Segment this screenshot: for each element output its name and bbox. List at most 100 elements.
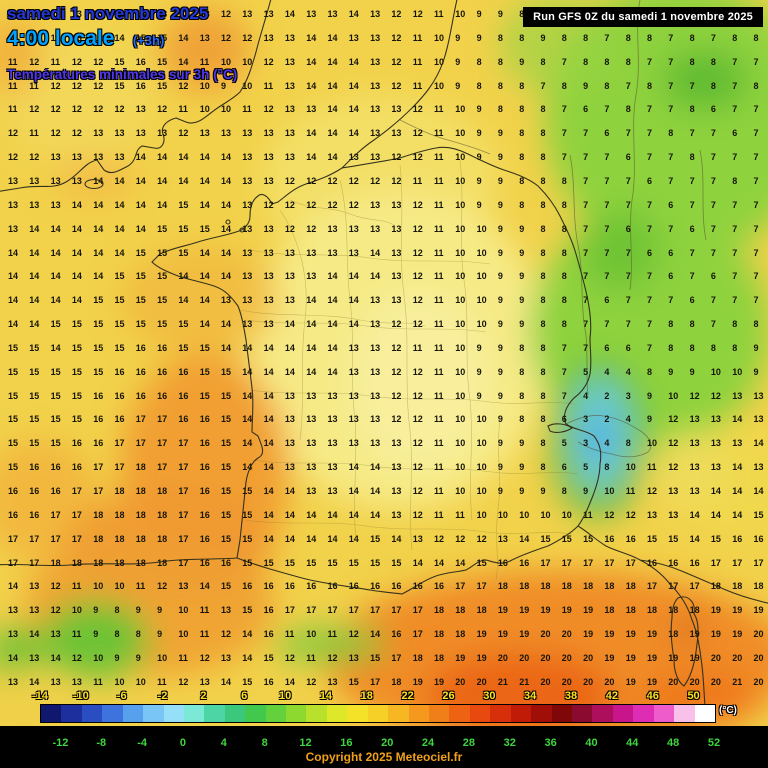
temperature-value: 14 (348, 104, 359, 115)
temperature-value: 8 (561, 175, 567, 186)
temperature-value: 19 (497, 629, 508, 640)
temperature-value: 7 (753, 56, 759, 67)
temperature-value: 14 (306, 152, 317, 163)
temperature-value: 10 (455, 366, 466, 377)
temperature-value: 12 (8, 152, 19, 163)
temperature-value: 10 (455, 104, 466, 115)
temperature-value: 14 (348, 319, 359, 330)
temperature-value: 12 (348, 629, 359, 640)
temperature-value: 14 (8, 652, 19, 663)
temperature-value: 19 (519, 629, 530, 640)
temperature-value: 12 (391, 80, 402, 91)
temperature-value: 10 (114, 581, 125, 592)
temperature-value: 8 (519, 366, 525, 377)
temperature-value: 13 (242, 199, 253, 210)
temperature-value: 13 (221, 295, 232, 306)
france-coastline (151, 0, 602, 595)
temperature-value: 15 (242, 509, 253, 520)
temperature-value: 14 (29, 676, 40, 687)
italy-coastline (577, 525, 768, 717)
temperature-value: 7 (625, 199, 631, 210)
temperature-value: 10 (221, 56, 232, 67)
colorbar-cell (490, 705, 511, 722)
temperature-value: 14 (29, 247, 40, 258)
temperature-value: 14 (263, 462, 274, 473)
temperature-value: 14 (710, 509, 721, 520)
temperature-value: 14 (135, 152, 146, 163)
temperature-value: 12 (71, 80, 82, 91)
temperature-value: 16 (135, 390, 146, 401)
temperature-value: 14 (178, 56, 189, 67)
temperature-value: 10 (455, 223, 466, 234)
temperature-value: 6 (625, 342, 631, 353)
temperature-value: 13 (348, 414, 359, 425)
temperature-value: 12 (71, 652, 82, 663)
temperature-value: 18 (519, 581, 530, 592)
temperature-value: 8 (604, 462, 610, 473)
temperature-value: 13 (284, 414, 295, 425)
temperature-value: 7 (604, 175, 610, 186)
temperature-value: 7 (753, 152, 759, 163)
temperature-value: 8 (519, 342, 525, 353)
temperature-value: 7 (732, 295, 738, 306)
temperature-value: 14 (221, 271, 232, 282)
temperature-value: 11 (455, 509, 465, 520)
colorbar-tick-label: 38 (564, 690, 578, 702)
temperature-value: 8 (519, 80, 525, 91)
temperature-value: 15 (8, 462, 19, 473)
temperature-value: 16 (93, 438, 104, 449)
temperature-value: 9 (519, 319, 525, 330)
temperature-value: 18 (135, 486, 146, 496)
temperature-value: 12 (391, 56, 402, 67)
temperature-value: 20 (455, 676, 466, 687)
temperature-value: 12 (29, 104, 40, 115)
colorbar-cell (367, 705, 389, 722)
temperature-value: 17 (732, 557, 743, 568)
colorbar-tick-label: 10 (278, 690, 292, 702)
temperature-value: 10 (135, 676, 146, 687)
temperature-value: 14 (370, 271, 381, 282)
temperature-value: 12 (412, 199, 423, 210)
temperature-value: 15 (135, 271, 146, 282)
temperature-value: 6 (732, 128, 738, 139)
colorbar-cell (449, 705, 470, 722)
temperature-value: 12 (93, 32, 104, 43)
temperature-value: 14 (8, 271, 19, 282)
temperature-value: 13 (199, 676, 210, 687)
temperature-value: 14 (242, 462, 253, 473)
temperature-value: 12 (412, 247, 423, 258)
temperature-value: 10 (732, 366, 743, 377)
temperature-value: 17 (157, 462, 168, 473)
colorbar-cell (653, 705, 675, 722)
temperature-value: 13 (242, 247, 253, 258)
temperature-value: 14 (29, 271, 40, 282)
temperature-value: 12 (412, 390, 423, 401)
temperature-value: 9 (519, 247, 525, 258)
temperature-value: 19 (476, 629, 487, 640)
temperature-value: 14 (199, 247, 210, 258)
temperature-value: 13 (263, 247, 274, 258)
temperature-value: 16 (348, 581, 359, 592)
temperature-value: 6 (604, 295, 610, 306)
temperature-value: 13 (114, 128, 125, 139)
temperature-value: 16 (71, 438, 82, 449)
temperature-value: 17 (178, 462, 189, 473)
temperature-value: 14 (199, 271, 210, 282)
temperature-value: 11 (199, 56, 210, 67)
temperature-value: 10 (242, 80, 253, 91)
temperature-value: 13 (370, 56, 381, 67)
temperature-value: 9 (497, 486, 503, 496)
temperature-value: 13 (93, 152, 104, 163)
temperature-value: 8 (668, 319, 674, 330)
temperature-value: 15 (135, 295, 146, 306)
temperature-value: 12 (306, 175, 317, 186)
temperature-value: 15 (114, 80, 125, 91)
temperature-value: 13 (50, 9, 61, 19)
temperature-value: 10 (604, 486, 615, 496)
temperature-value: 16 (50, 462, 61, 473)
colorbar-cell (306, 705, 327, 722)
temperature-value: 11 (412, 80, 423, 91)
colorbar-cell (326, 705, 348, 722)
temperature-value: 18 (114, 509, 125, 520)
